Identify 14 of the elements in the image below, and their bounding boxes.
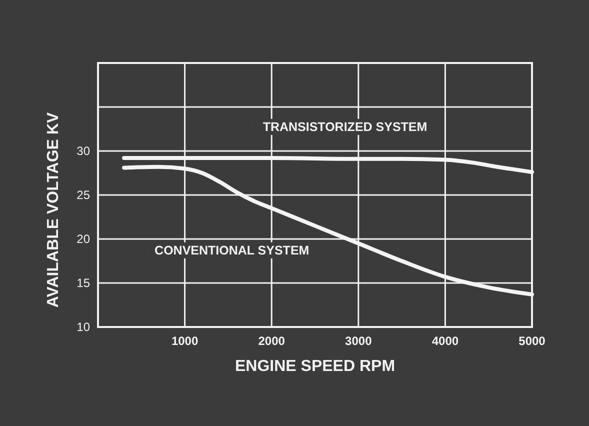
x-tick-label: 1000: [171, 334, 198, 348]
x-axis-title: ENGINE SPEED RPM: [234, 358, 396, 375]
series-label: CONVENTIONAL SYSTEM: [154, 243, 310, 258]
x-tick-label: 2000: [258, 334, 286, 348]
x-tick-label: 5000: [518, 334, 546, 348]
x-tick-label: 3000: [345, 334, 372, 348]
y-tick-label: 20: [76, 232, 90, 246]
x-tick-label: 4000: [432, 334, 459, 348]
y-axis-title: AVAILABLE VOLTAGE KV: [45, 112, 62, 308]
y-tick-label: 25: [76, 188, 90, 202]
series-label: TRANSISTORIZED SYSTEM: [262, 120, 428, 134]
y-tick-label: 10: [76, 320, 90, 334]
y-tick-label: 15: [76, 276, 90, 290]
y-tick-label: 30: [76, 144, 90, 158]
